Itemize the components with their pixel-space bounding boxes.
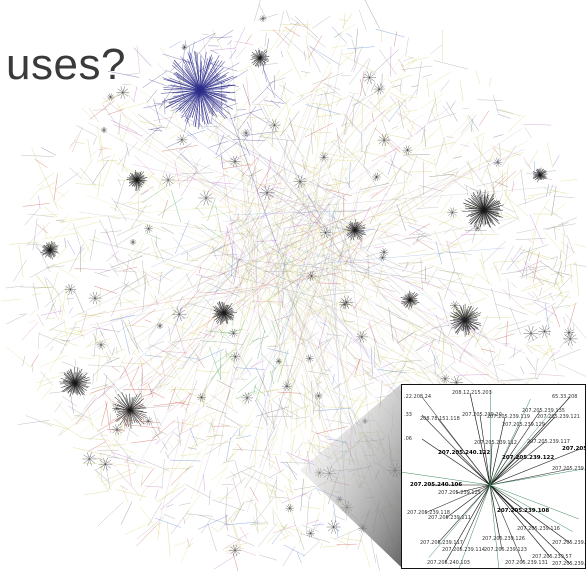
inset-edge xyxy=(489,484,573,532)
inset-edge xyxy=(489,416,556,486)
inset-edge xyxy=(489,468,584,486)
inset-edge xyxy=(489,390,491,486)
inset-node-label: 208.12.215.203 xyxy=(452,390,492,396)
inset-node-label: 207.205.239.108 xyxy=(497,508,550,514)
inset-edge xyxy=(458,484,491,568)
inset-node-label: 207.205.239.125 xyxy=(438,490,481,496)
inset-edge xyxy=(489,410,541,486)
inset-node-label: 207.205.239.117 xyxy=(527,439,570,445)
zoom-wedge xyxy=(300,384,401,567)
inset-edge xyxy=(469,392,491,486)
inset-node-label: 207.205.239.131 xyxy=(505,560,548,566)
inset-edge xyxy=(489,484,571,544)
inset-node-label: .33 xyxy=(404,412,412,418)
inset-node-label: 208.78.151.118 xyxy=(420,416,460,422)
inset-node-label: 207.205.239.112 xyxy=(474,440,517,446)
inset-node-label: 207.205.239.119 xyxy=(487,414,530,420)
inset-node-label: 207.205.239.117 xyxy=(420,540,463,546)
zoom-inset: .22.208.24 208.12.215.203 65.33.208 .33 207.… xyxy=(401,384,586,569)
inset-node-label: 65.33.208 xyxy=(552,394,578,400)
inset-edge xyxy=(421,438,491,486)
inset-node-label: 207.205.239.127 xyxy=(562,446,586,452)
inset-node-label: 207.205.239.118 xyxy=(407,510,450,516)
inset-edge xyxy=(489,484,579,520)
inset-edge xyxy=(455,484,491,494)
inset-node-label: .22.208.24 xyxy=(404,394,432,400)
inset-edge xyxy=(489,484,503,551)
inset-node-label: 207.205.240.103 xyxy=(427,560,470,566)
inset-node-label: 207.205.239.126 xyxy=(482,536,525,542)
inset-edge xyxy=(428,484,491,558)
inset-node-label: .06 xyxy=(404,436,412,442)
inset-edge xyxy=(444,484,491,564)
inset-edge xyxy=(424,484,491,514)
inset-edge xyxy=(479,414,491,486)
inset-edge xyxy=(459,484,491,551)
inset-node-label: 207.205.240.106 xyxy=(410,482,463,488)
inset-edge xyxy=(489,396,571,486)
inset-node-label: 207.205.239.122 xyxy=(502,455,555,461)
inset-star-graph xyxy=(402,390,584,568)
inset-edge xyxy=(489,411,552,486)
inset-edge xyxy=(489,442,493,486)
inset-node-label: 207.205.239.135 xyxy=(522,408,565,414)
inset-edge xyxy=(489,484,524,564)
inset-edge xyxy=(421,414,491,486)
inset-node-label: 207.205.239.116 xyxy=(517,526,560,532)
inset-node-label: 207.205.239.155 xyxy=(552,540,586,546)
inset-node-label: 207.205.239.123 xyxy=(484,547,527,553)
inset-edge xyxy=(489,484,551,558)
inset-edge xyxy=(489,468,571,486)
inset-edge xyxy=(489,448,581,486)
inset-edge xyxy=(437,484,491,544)
inset-edge xyxy=(489,484,571,565)
inset-node-label: 207.205.239.114 xyxy=(442,547,485,553)
inset-edge xyxy=(437,418,491,486)
inset-edge xyxy=(489,484,500,568)
inset-node-label: 207.205.239.121 xyxy=(537,414,580,420)
inset-node-label: 207.205.239.111 xyxy=(428,515,471,521)
inset-edge xyxy=(489,457,521,486)
slide-title: uses? xyxy=(6,40,126,89)
inset-node-label: 207.205.239.57 xyxy=(532,554,572,560)
inset-node-label: 207.205.240.122 xyxy=(438,450,491,456)
inset-edge xyxy=(402,471,491,486)
inset-node-label: 207.205.239.20 xyxy=(462,412,502,418)
inset-edge xyxy=(489,398,531,486)
inset-node-label: 207.205.239.45 xyxy=(552,561,586,567)
inset-node-label: 207.205.239.129 xyxy=(502,422,545,428)
inset-node-label: 207.205.239.174 xyxy=(552,466,586,472)
inset-edge xyxy=(489,416,506,486)
inset-edge xyxy=(455,452,491,486)
inset-edge xyxy=(445,484,491,519)
inset-edge xyxy=(489,424,521,486)
inset-edge xyxy=(489,441,546,486)
